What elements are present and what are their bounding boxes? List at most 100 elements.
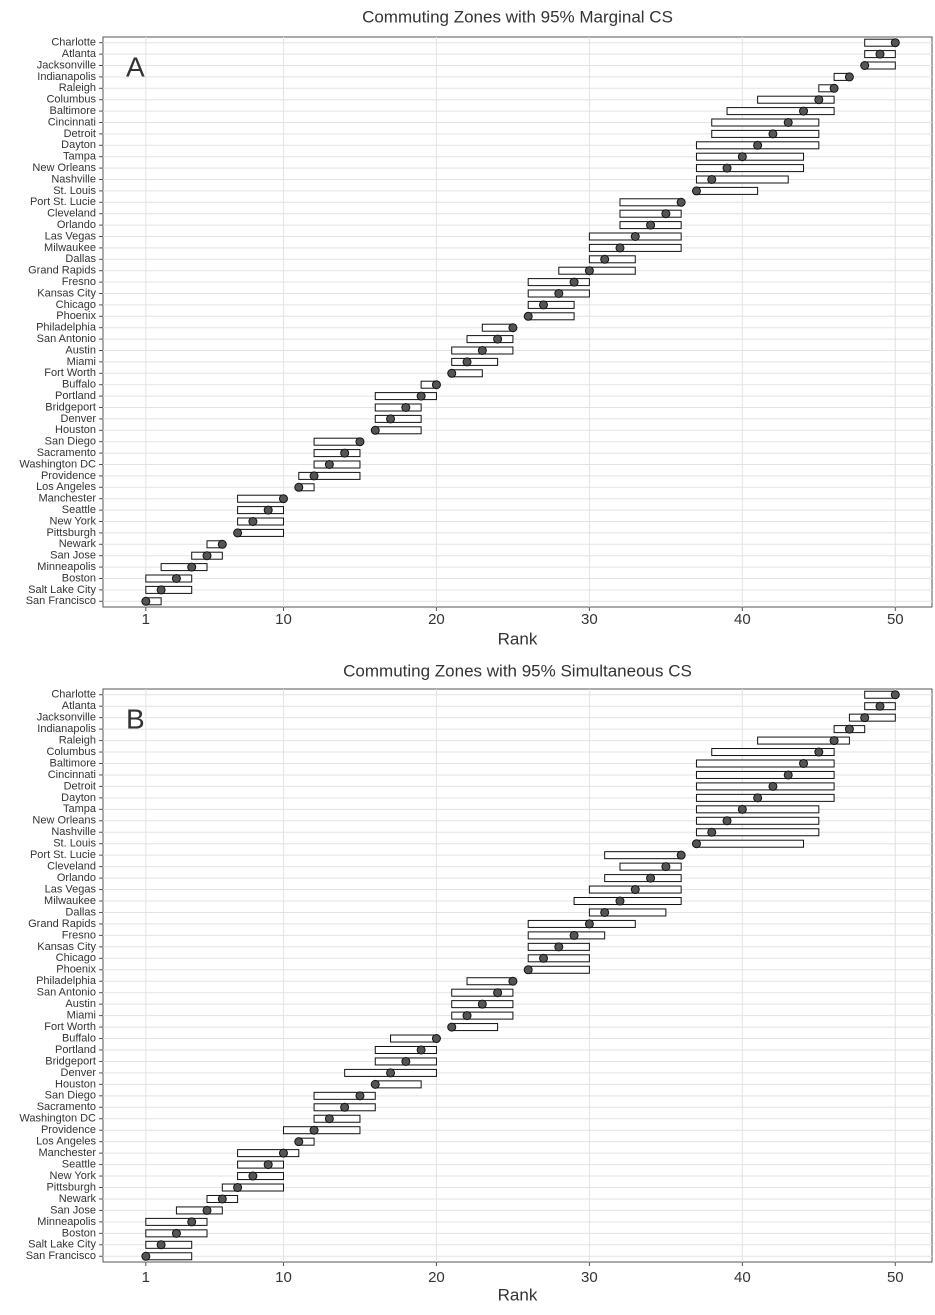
interval-bar (864, 690, 896, 699)
y-tick-label: San Diego (45, 436, 96, 448)
rank-point (584, 919, 594, 929)
interval-bar (282, 1126, 361, 1135)
y-tick-label: Grand Rapids (28, 265, 96, 277)
rank-point (860, 61, 870, 70)
rank-point (171, 574, 181, 583)
y-tick-label: Phoenix (56, 964, 96, 976)
rank-point (737, 804, 747, 814)
rank-point (615, 896, 625, 906)
y-tick-label: Austin (65, 344, 96, 356)
rank-point (661, 209, 671, 219)
interval-bar (390, 1034, 437, 1043)
x-axis-label: Rank (498, 1285, 538, 1304)
y-tick-label: Boston (62, 1227, 96, 1239)
interval-bar (604, 874, 682, 883)
interval-bar (481, 323, 514, 332)
rank-point (324, 460, 334, 469)
rank-point (447, 368, 457, 378)
y-tick-label: Providence (41, 470, 96, 482)
interval-bar (145, 1252, 193, 1261)
rank-point (508, 976, 518, 986)
x-tick-label: 30 (581, 611, 598, 628)
interval-bar (864, 38, 896, 47)
y-tick-label: Miami (67, 356, 96, 368)
y-tick-label: Port St. Lucie (30, 196, 96, 208)
interval-bar (619, 862, 682, 871)
y-tick-label: Fort Worth (44, 367, 96, 379)
y-tick-label: Detroit (64, 128, 96, 140)
rank-point (768, 781, 778, 791)
rank-point (844, 72, 854, 82)
interval-bar (588, 243, 682, 252)
interval-bar (237, 517, 284, 526)
y-tick-label: Phoenix (56, 310, 96, 322)
rank-point (233, 1183, 243, 1193)
rank-point (278, 1148, 288, 1158)
interval-bar (237, 1160, 284, 1169)
y-tick-label: Milwaukee (44, 895, 96, 907)
rank-point (860, 713, 870, 723)
rank-point (844, 724, 854, 734)
interval-bar (374, 1080, 422, 1089)
rank-point (508, 323, 518, 333)
y-tick-label: Buffalo (62, 1032, 96, 1044)
y-tick-label: Fresno (62, 276, 96, 288)
rank-point (309, 471, 319, 481)
y-tick-label: Minneapolis (37, 561, 96, 573)
y-tick-label: Nashville (51, 173, 96, 185)
rank-point (462, 357, 472, 367)
y-tick-label: Philadelphia (36, 322, 97, 334)
interval-bar (604, 851, 682, 860)
rank-point (829, 736, 839, 746)
rank-point (722, 163, 732, 173)
y-tick-label: New York (50, 515, 97, 527)
interval-bar (145, 1217, 208, 1226)
y-tick-label: Fort Worth (44, 1021, 96, 1033)
y-tick-label: Washington DC (19, 458, 96, 470)
interval-bar (695, 782, 835, 791)
rank-point (217, 1194, 227, 1204)
y-tick-label: Raleigh (59, 82, 96, 94)
interval-bar (527, 954, 590, 963)
y-tick-label: Orlando (57, 872, 96, 884)
y-tick-label: Charlotte (51, 689, 96, 701)
rank-point (753, 793, 763, 803)
y-tick-label: Atlanta (62, 48, 97, 60)
rank-point (829, 83, 839, 93)
rank-point (386, 1068, 396, 1078)
y-tick-label: New Orleans (32, 162, 96, 174)
x-tick-label: 20 (428, 611, 445, 628)
interval-bar (527, 919, 636, 928)
x-tick-label: 10 (275, 611, 292, 628)
interval-bar (313, 437, 361, 446)
y-tick-label: Bridgeport (45, 401, 96, 413)
y-tick-label: San Francisco (26, 1250, 96, 1262)
rank-point (630, 232, 640, 241)
interval-bar (695, 805, 820, 814)
y-tick-label: Baltimore (50, 757, 96, 769)
rank-point (676, 850, 686, 860)
y-tick-label: Boston (62, 572, 96, 584)
interval-bar (313, 1114, 361, 1123)
y-tick-label: Buffalo (62, 379, 96, 391)
x-tick-label: 50 (887, 1269, 904, 1286)
rank-point (539, 953, 549, 963)
rank-point (477, 999, 487, 1009)
rank-point (156, 585, 166, 595)
y-tick-label: San Jose (50, 1204, 96, 1216)
y-tick-label: Portland (55, 1044, 96, 1056)
rank-point (248, 1171, 258, 1181)
y-tick-label: Pittsburgh (46, 1181, 96, 1193)
interval-bar (695, 828, 820, 837)
interval-bar (619, 198, 682, 207)
interval-bar (313, 460, 361, 469)
rank-point (416, 1045, 426, 1055)
x-tick-label: 40 (734, 1269, 751, 1286)
y-tick-label: Tampa (63, 803, 97, 815)
interval-bar (451, 1011, 514, 1020)
interval-bar (451, 1023, 499, 1032)
rank-point (493, 988, 503, 998)
rank-point (447, 1022, 457, 1032)
interval-bar (588, 908, 667, 917)
rank-point (783, 770, 793, 780)
